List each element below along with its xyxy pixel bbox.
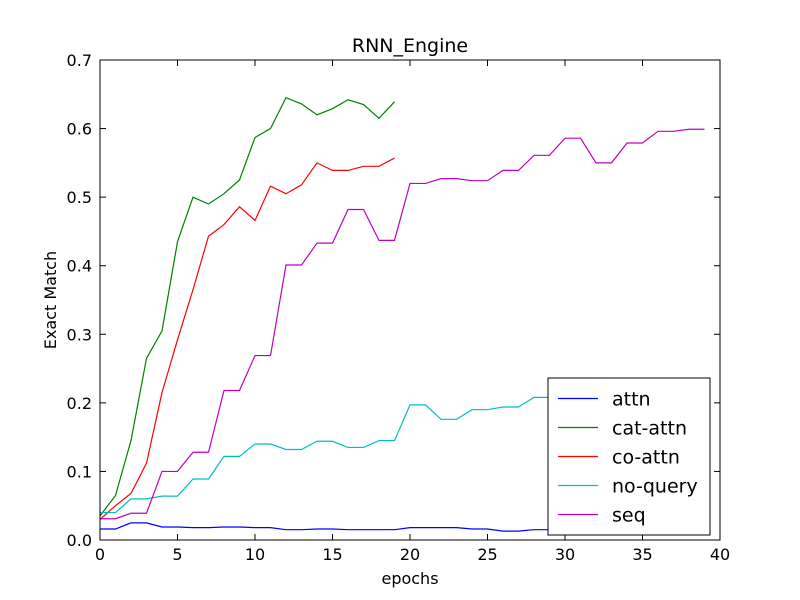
legend-label-seq: seq <box>612 505 646 527</box>
x-tick-label: 10 <box>245 545 265 564</box>
x-tick-label: 25 <box>477 545 497 564</box>
y-tick-label: 0.2 <box>67 394 92 413</box>
chart-title: RNN_Engine <box>352 35 468 57</box>
x-axis-label: epochs <box>381 569 438 588</box>
y-tick-label: 0.6 <box>67 120 92 139</box>
y-axis-label: Exact Match <box>41 251 60 349</box>
y-tick-label: 0.3 <box>67 325 92 344</box>
series-line-cat-attn <box>99 96 395 517</box>
x-tick-label: 5 <box>172 545 182 564</box>
y-tick-label: 0.0 <box>67 531 92 550</box>
legend-label-cat-attn: cat-attn <box>612 418 687 440</box>
tick-layer: 0 5 10 15 20 25 30 35 40 0.0 0.1 0.2 0.3 0.4 0.5 0.6 0.7 <box>67 51 731 564</box>
legend-label-co-attn: co-attn <box>612 447 680 469</box>
x-tick-label: 30 <box>555 545 575 564</box>
y-tick-label: 0.5 <box>67 188 92 207</box>
y-tick-label: 0.1 <box>67 462 92 481</box>
series-line-co-attn <box>99 157 395 520</box>
x-tick-label: 15 <box>322 545 342 564</box>
x-tick-label: 20 <box>400 545 420 564</box>
y-tick-label: 0.4 <box>67 257 92 276</box>
y-tick-label: 0.7 <box>67 51 92 70</box>
legend-label-attn: attn <box>612 389 651 411</box>
x-tick-label: 0 <box>95 545 105 564</box>
legend-label-no-query: no-query <box>612 476 698 498</box>
legend: attn cat-attn co-attn no-query seq <box>547 377 711 536</box>
x-tick-label: 40 <box>710 545 730 564</box>
x-tick-label: 35 <box>632 545 652 564</box>
series-line-seq <box>100 128 705 520</box>
